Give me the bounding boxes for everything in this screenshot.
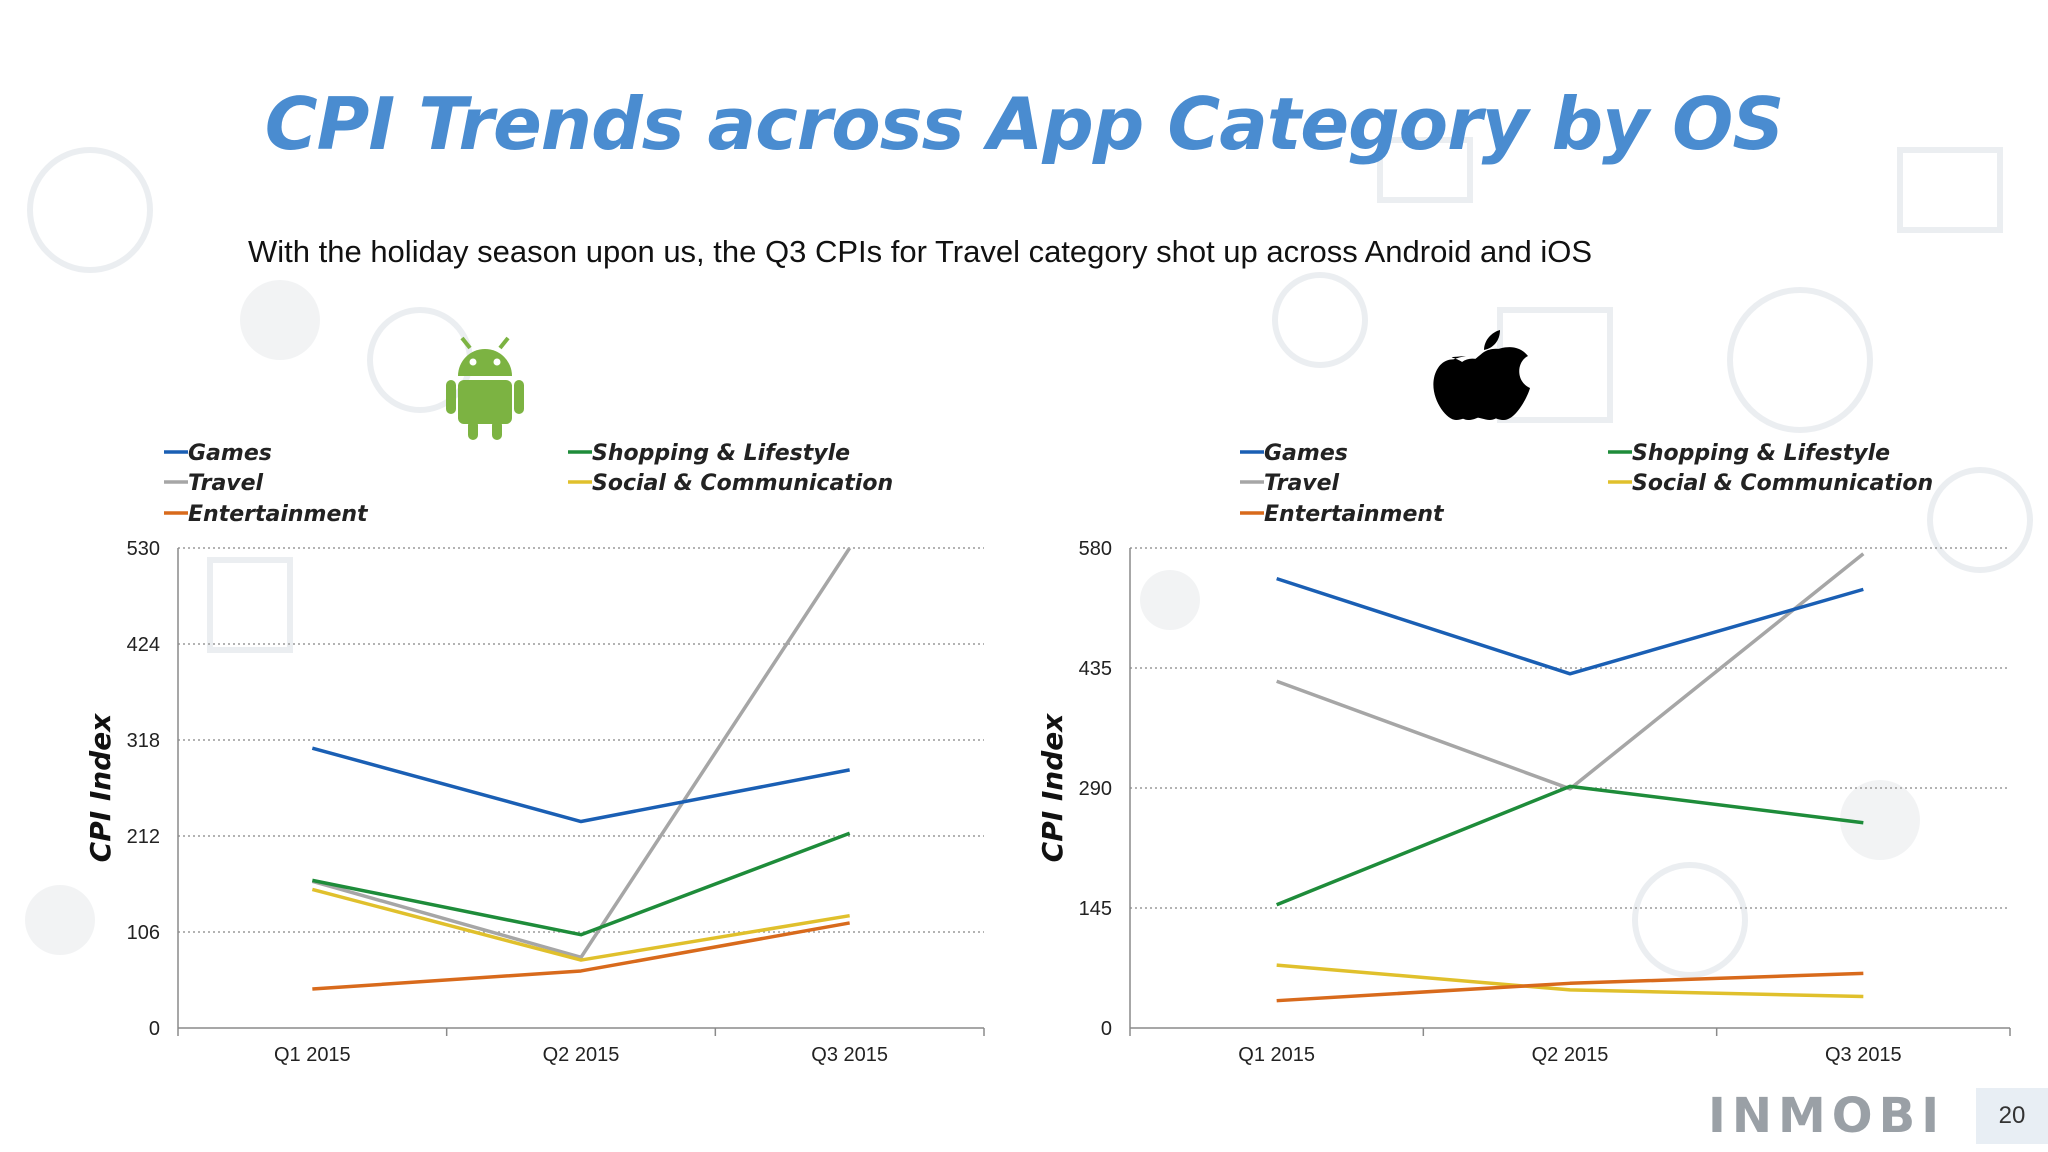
y-tick-label: 530	[127, 538, 160, 560]
series-line-travel	[311, 547, 852, 960]
series-line-entertainment	[1276, 971, 1864, 1003]
legend-label-social: Social & Communication	[1632, 471, 1933, 496]
series-line-entertainment	[312, 921, 850, 991]
y-tick-label: 0	[1101, 1018, 1112, 1040]
x-tick-label: Q1 2015	[1238, 1044, 1315, 1066]
android-icon	[446, 336, 524, 440]
series-line-games	[1276, 576, 1864, 676]
series-line-social	[1276, 963, 1864, 999]
x-tick-label: Q2 2015	[543, 1044, 620, 1066]
y-tick-label: 290	[1079, 778, 1112, 800]
y-tick-label: 424	[127, 634, 160, 656]
apple-icon	[1433, 330, 1530, 420]
legend-label-shopping: Shopping & Lifestyle	[592, 441, 850, 466]
series-line-travel	[1276, 552, 1865, 791]
y-tick-label: 212	[127, 826, 160, 848]
y-tick-label: 145	[1079, 898, 1112, 920]
y-tick-label: 580	[1079, 538, 1112, 560]
legend-label-games: Games	[1264, 441, 1348, 466]
legend-label-entertainment: Entertainment	[1264, 502, 1445, 527]
legend-label-shopping: Shopping & Lifestyle	[1632, 441, 1890, 466]
series-line-social	[311, 887, 850, 962]
legend-label-games: Games	[188, 441, 272, 466]
x-tick-label: Q1 2015	[274, 1044, 351, 1066]
x-tick-label: Q3 2015	[1825, 1044, 1902, 1066]
legend-label-social: Social & Communication	[592, 471, 893, 496]
legend-label-travel: Travel	[1264, 471, 1340, 496]
x-tick-label: Q3 2015	[811, 1044, 888, 1066]
page-title: CPI Trends across App Category by OS	[264, 82, 1784, 166]
legend-label-travel: Travel	[188, 471, 264, 496]
y-axis-title: CPI Index	[84, 713, 117, 863]
y-tick-label: 318	[127, 730, 160, 752]
y-tick-label: 0	[149, 1018, 160, 1040]
subtitle: With the holiday season upon us, the Q3 …	[248, 234, 1593, 269]
x-tick-label: Q2 2015	[1532, 1044, 1609, 1066]
page-number: 20	[1976, 1088, 2048, 1144]
series-line-shopping	[311, 831, 851, 937]
inmobi-logo: INMOBI	[1708, 1088, 1946, 1144]
y-tick-label: 106	[127, 922, 160, 944]
series-line-shopping	[1276, 784, 1864, 907]
series-line-games	[311, 746, 850, 824]
y-axis-title: CPI Index	[1036, 713, 1069, 863]
y-tick-label: 435	[1079, 658, 1112, 680]
legend-label-entertainment: Entertainment	[188, 502, 369, 527]
